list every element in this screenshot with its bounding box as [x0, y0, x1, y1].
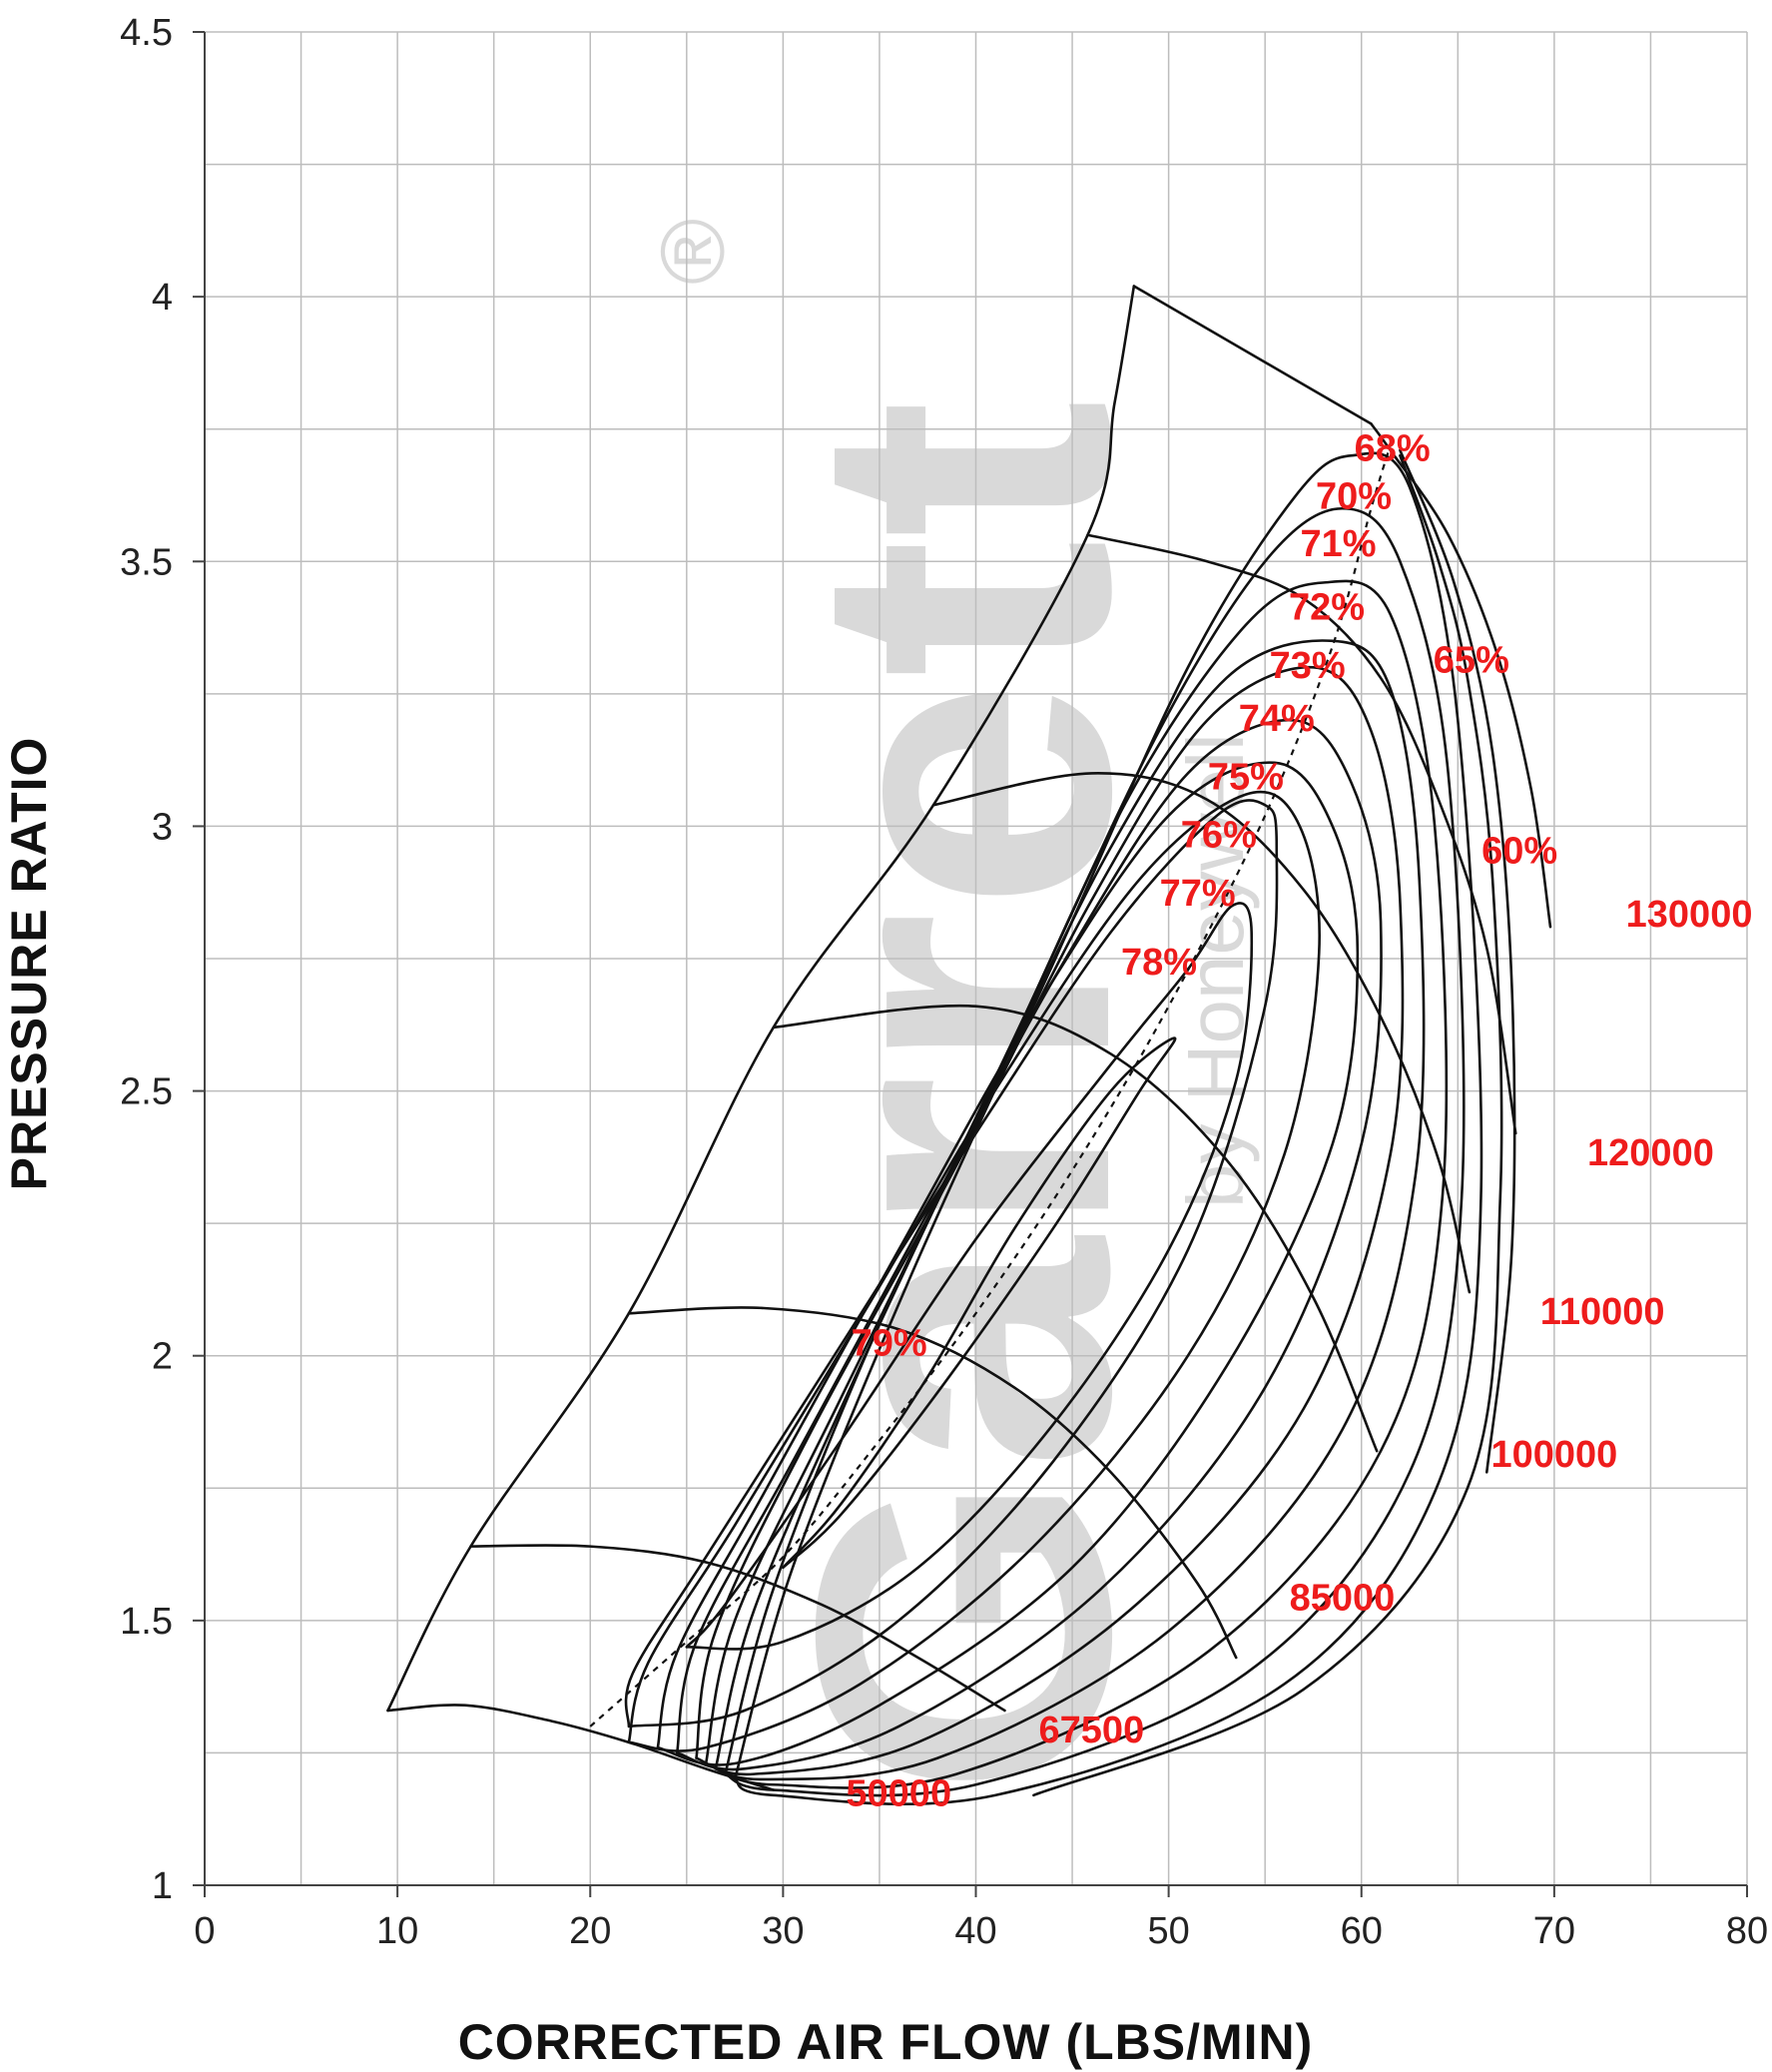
map-labels: 79% 78% 77% 76% 75% 74% 73% 72% 71% 70% 68% 65% 60% 5… [846, 428, 1752, 1815]
y-axis-title: PRESSURE RATIO [1, 737, 57, 1191]
x-tick-label: 60 [1341, 1910, 1383, 1952]
efficiency-island-75 [656, 761, 1360, 1766]
axes [193, 31, 1748, 1897]
efficiency-island-74 [675, 718, 1383, 1771]
speed-line-130000 [1370, 422, 1552, 929]
efficiency-island-76 [627, 790, 1321, 1752]
efficiency-island-65 [1032, 453, 1503, 1797]
efficiency-label-68: 68% [1355, 428, 1431, 470]
speed-line-50000 [386, 1704, 776, 1791]
efficiency-label-78: 78% [1121, 942, 1197, 984]
x-tick-label: 30 [762, 1910, 804, 1952]
efficiency-island-60 [1399, 448, 1516, 1474]
choke-line [1132, 285, 1373, 425]
x-tick-label: 40 [954, 1910, 996, 1952]
efficiency-label-71: 71% [1301, 523, 1377, 565]
efficiency-label-72: 72% [1289, 587, 1365, 629]
efficiency-label-79: 79% [852, 1323, 927, 1365]
speed-label-85000: 85000 [1290, 1577, 1396, 1619]
efficiency-label-75: 75% [1208, 756, 1284, 798]
x-tick-label: 80 [1726, 1910, 1768, 1952]
gridlines [204, 31, 1748, 1886]
efficiency-island-70 [724, 506, 1466, 1797]
x-tick-label: 20 [569, 1910, 611, 1952]
x-tick-labels: 0 10 20 30 40 50 60 70 80 [194, 1910, 1768, 1952]
speed-line-85000 [627, 1306, 1238, 1660]
efficiency-label-76: 76% [1181, 815, 1257, 857]
x-tick-label: 50 [1147, 1910, 1189, 1952]
x-axis-title: CORRECTED AIR FLOW (LBS/MIN) [458, 2014, 1314, 2070]
speed-label-120000: 120000 [1587, 1132, 1714, 1174]
y-tick-label: 2.5 [120, 1071, 173, 1113]
speed-label-50000: 50000 [846, 1772, 951, 1814]
efficiency-island-77 [624, 799, 1279, 1728]
speed-label-67500: 67500 [1039, 1710, 1145, 1751]
efficiency-label-74: 74% [1239, 698, 1315, 740]
y-tick-label: 2 [152, 1336, 173, 1378]
efficiency-island-68 [733, 451, 1483, 1806]
speed-label-130000: 130000 [1626, 894, 1753, 936]
watermark-logo: Garrett [730, 399, 1198, 1797]
speed-line-67500 [469, 1544, 1006, 1713]
x-tick-label: 10 [376, 1910, 418, 1952]
efficiency-island-78 [685, 902, 1254, 1651]
speed-label-110000: 110000 [1540, 1291, 1665, 1333]
watermark: Garrett by Honeywell ® [644, 219, 1260, 1797]
y-tick-label: 3 [152, 806, 173, 848]
watermark-registered-mark: ® [644, 219, 744, 285]
peak-efficiency-line [589, 444, 1392, 1727]
speed-label-100000: 100000 [1490, 1434, 1617, 1476]
efficiency-label-65: 65% [1434, 640, 1509, 682]
x-tick-label: 70 [1533, 1910, 1575, 1952]
surge-line [386, 285, 1136, 1713]
y-tick-label: 3.5 [120, 541, 173, 583]
speed-line-120000 [1086, 533, 1517, 1135]
efficiency-label-60: 60% [1481, 831, 1557, 873]
y-tick-label: 4.5 [120, 12, 173, 54]
y-tick-label: 4 [152, 277, 173, 319]
y-tick-label: 1.5 [120, 1601, 173, 1643]
map-curves [386, 285, 1552, 1806]
efficiency-island-79 [782, 1036, 1177, 1570]
speed-line-110000 [931, 772, 1472, 1294]
efficiency-label-70: 70% [1316, 475, 1392, 517]
efficiency-label-77: 77% [1160, 873, 1236, 915]
x-tick-label: 0 [194, 1910, 215, 1952]
efficiency-label-73: 73% [1270, 645, 1346, 687]
y-tick-label: 1 [152, 1865, 173, 1907]
speed-line-100000 [772, 1004, 1379, 1453]
efficiency-island-73 [695, 665, 1405, 1776]
y-tick-labels: 1 1.5 2 2.5 3 3.5 4 4.5 [120, 12, 173, 1907]
